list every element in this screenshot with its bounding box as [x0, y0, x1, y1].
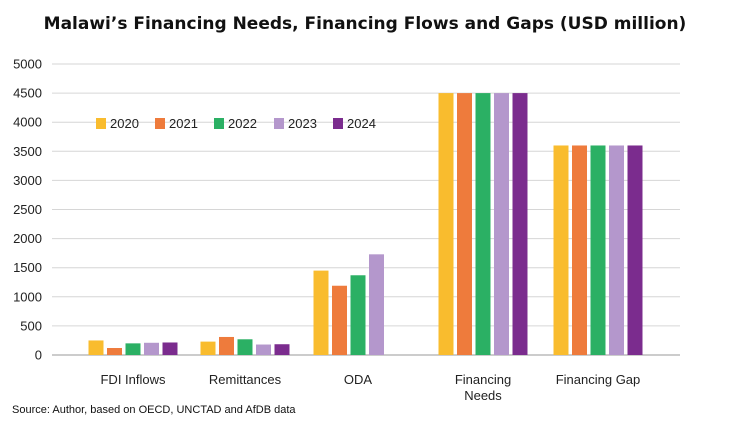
category-label: Financing Gap [556, 372, 641, 387]
y-tick-label: 2000 [13, 231, 42, 246]
legend-label: 2020 [110, 116, 139, 131]
legend-swatch [214, 118, 224, 129]
category-label: FDI Inflows [100, 372, 166, 387]
bar-2023-3 [494, 93, 509, 355]
source-note: Source: Author, based on OECD, UNCTAD an… [12, 404, 296, 416]
bar-2024-1 [274, 344, 290, 355]
legend-item-2022: 2022 [214, 116, 257, 131]
legend-swatch [274, 118, 284, 129]
bar-2023-1 [256, 344, 271, 355]
bar-2022-2 [350, 275, 366, 355]
bars [88, 93, 643, 355]
y-tick-label: 4000 [13, 115, 42, 130]
category-label: Financing Needs [455, 372, 511, 403]
legend-swatch [96, 118, 106, 129]
y-axis-tick-labels: 0 500 1000 1500 2000 2500 3000 3500 4000 4500 5000 [13, 57, 42, 363]
legend-item-2024: 2024 [333, 116, 376, 131]
legend-label: 2022 [228, 116, 257, 131]
legend-item-2023: 2023 [274, 116, 317, 131]
y-tick-label: 1000 [13, 289, 42, 304]
y-tick-label: 2500 [13, 202, 42, 217]
y-tick-label: 4500 [13, 86, 42, 101]
bar-2021-0 [107, 348, 122, 355]
y-tick-label: 5000 [13, 57, 42, 72]
bar-2020-3 [438, 93, 454, 355]
legend-swatch [333, 118, 343, 129]
x-axis-category-labels: FDI Inflows Remittances ODA Financing Needs F… [100, 372, 640, 403]
bar-2021-2 [332, 285, 347, 355]
legend-label: 2023 [288, 116, 317, 131]
bar-2020-1 [200, 341, 216, 355]
category-label: ODA [344, 372, 373, 387]
category-label: Remittances [209, 372, 282, 387]
bar-2023-2 [369, 254, 384, 355]
y-tick-label: 0 [35, 348, 42, 363]
y-tick-label: 3000 [13, 173, 42, 188]
bar-2024-0 [162, 342, 178, 355]
bar-2020-2 [313, 270, 329, 355]
bar-2024-3 [512, 93, 528, 355]
legend-item-2020: 2020 [96, 116, 139, 131]
y-tick-label: 500 [20, 318, 42, 333]
y-tick-label: 1500 [13, 260, 42, 275]
bar-2023-0 [144, 342, 159, 355]
bar-2022-1 [237, 339, 253, 355]
legend-item-2021: 2021 [155, 116, 198, 131]
bar-2023-4 [609, 145, 624, 355]
bar-2022-4 [590, 145, 606, 355]
bar-2020-0 [88, 340, 104, 355]
bar-2021-1 [219, 336, 234, 355]
chart-title: Malawi’s Financing Needs, Financing Flow… [43, 14, 687, 34]
bar-2022-3 [475, 93, 491, 355]
bar-2024-4 [627, 145, 643, 355]
legend: 2020 2021 2022 2023 2024 [96, 116, 376, 131]
legend-label: 2024 [347, 116, 376, 131]
legend-label: 2021 [169, 116, 198, 131]
bar-2021-4 [572, 145, 587, 355]
legend-swatch [155, 118, 165, 129]
bar-2021-3 [457, 93, 472, 355]
bar-2022-0 [125, 343, 141, 355]
y-tick-label: 3500 [13, 144, 42, 159]
bar-2020-4 [553, 145, 569, 355]
